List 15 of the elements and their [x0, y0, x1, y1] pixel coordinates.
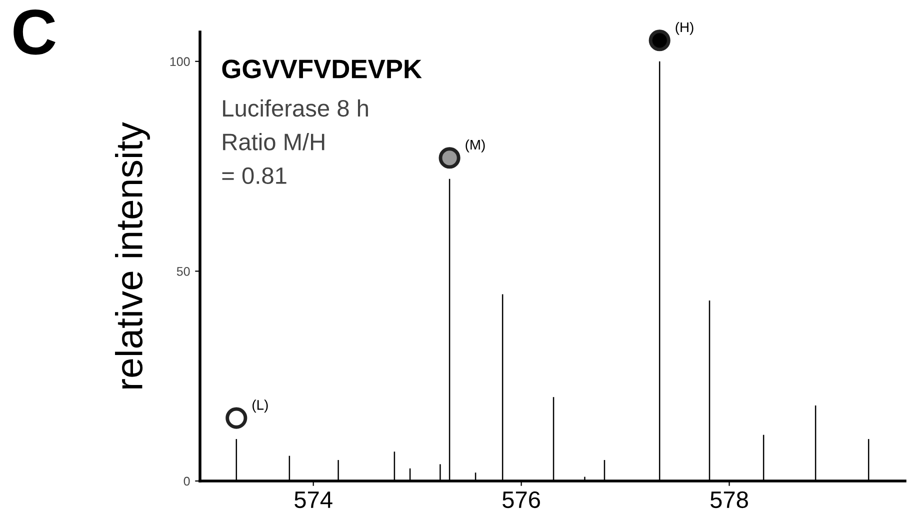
annotation: Luciferase 8 h — [223, 99, 368, 117]
x-tick-label: 574 — [294, 492, 332, 508]
text: GGVVFVDEVPK — [222, 60, 422, 78]
annotation: (H) — [676, 22, 694, 35]
y-tick-label: 100 — [170, 57, 190, 66]
y-tick-label: 50 — [176, 266, 190, 276]
y-axis-title: relative intensity — [115, 122, 150, 388]
annotation: Ratio M/H — [223, 133, 324, 150]
y-tick-label: 0 — [184, 476, 190, 486]
x-tick-label: 576 — [502, 491, 540, 508]
annotation: (M) — [466, 139, 485, 152]
text: C — [14, 9, 56, 55]
annotation: = 0.81 — [222, 167, 286, 184]
annotation: (L) — [252, 400, 268, 413]
x-tick-label: 578 — [710, 491, 748, 508]
